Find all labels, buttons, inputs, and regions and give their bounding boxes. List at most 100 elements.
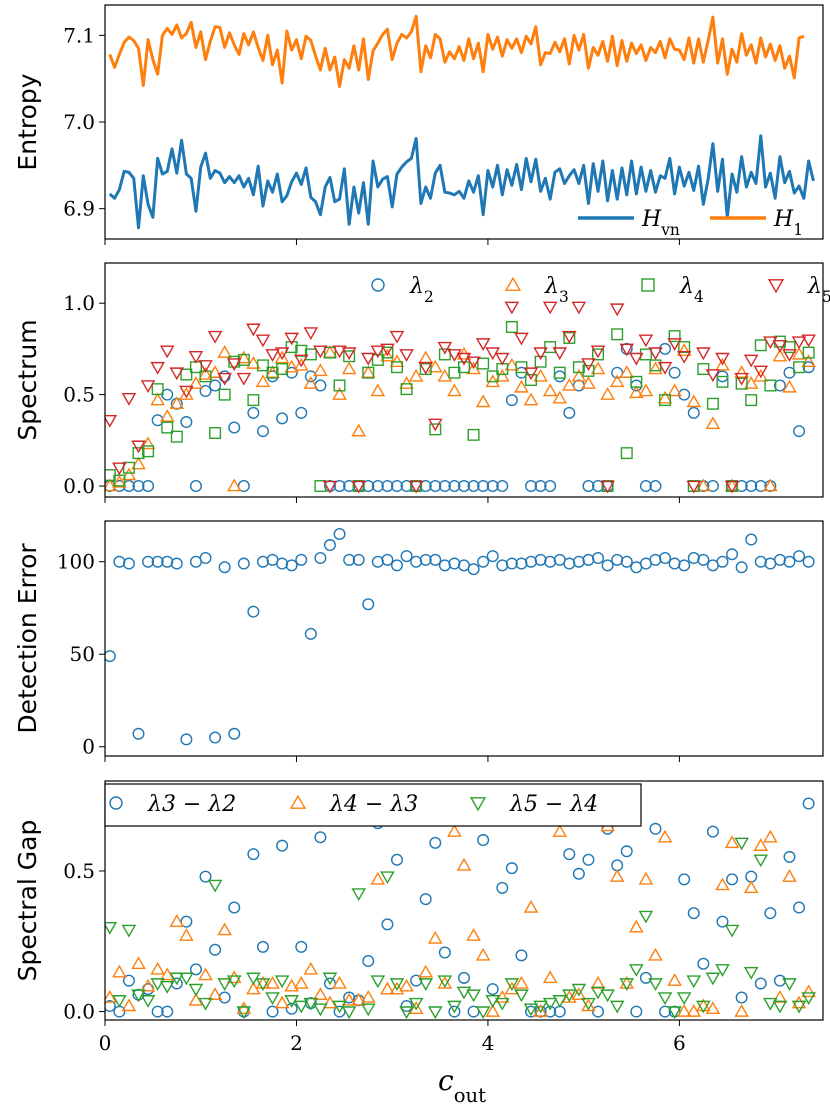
data-point: [705, 416, 721, 430]
data-point: [572, 555, 585, 568]
data-point: [313, 1003, 328, 1017]
data-point: [638, 334, 654, 348]
legend-label: H1: [773, 207, 803, 239]
data-point: [715, 964, 730, 977]
data-point: [697, 553, 710, 566]
data-point: [122, 974, 135, 987]
axes-frame: [104, 4, 824, 240]
data-point: [505, 320, 518, 333]
data-point: [112, 964, 127, 978]
data-point: [323, 539, 336, 552]
data-point: [475, 1006, 491, 1020]
data-point: [140, 436, 156, 450]
data-point: [764, 379, 777, 392]
data-point: [303, 327, 319, 340]
data-point: [801, 334, 816, 348]
data-point: [676, 343, 692, 357]
data-point: [544, 555, 557, 568]
data-point: [370, 871, 386, 885]
data-point: [458, 971, 471, 984]
data-point: [304, 348, 317, 361]
data-point: [207, 879, 223, 893]
data-point: [293, 975, 309, 989]
data-point: [592, 552, 605, 565]
data-point: [207, 987, 223, 1000]
data-point: [467, 480, 480, 493]
data-point: [207, 330, 223, 344]
data-point: [256, 555, 269, 568]
series-line-H_1: [108, 14, 805, 88]
data-point: [169, 914, 185, 927]
data-point: [179, 928, 194, 941]
data-point: [553, 366, 566, 379]
axes-frame: [104, 520, 824, 757]
x-axis-label-sub: out: [454, 1084, 486, 1107]
data-point: [246, 323, 261, 337]
data-point: [581, 376, 596, 389]
data-point: [198, 967, 213, 981]
data-point: [341, 361, 357, 375]
data-point: [256, 940, 269, 953]
data-point: [629, 385, 644, 399]
plot-area: [108, 14, 815, 230]
data-point: [592, 348, 605, 361]
data-point: [121, 393, 137, 406]
data-point: [676, 350, 692, 364]
data-point: [590, 986, 606, 1000]
data-point: [112, 462, 127, 476]
data-point: [256, 359, 269, 372]
data-point: [265, 349, 280, 362]
data-point: [170, 430, 183, 443]
data-point: [475, 947, 491, 961]
data-point: [351, 480, 366, 494]
data-point: [505, 394, 518, 407]
data-point: [793, 425, 806, 438]
data-point: [132, 447, 145, 460]
data-point: [276, 412, 289, 425]
data-point: [199, 870, 212, 883]
data-point: [360, 989, 376, 1003]
data-point: [159, 967, 175, 981]
data-point: [142, 555, 155, 568]
data-point: [782, 978, 797, 991]
data-point: [333, 527, 346, 540]
data-point: [601, 559, 614, 572]
data-point: [360, 365, 376, 378]
data-point: [226, 478, 242, 492]
data-point: [630, 1005, 643, 1018]
data-point: [113, 555, 126, 568]
data-point: [418, 964, 434, 978]
data-point: [293, 357, 309, 371]
data-point: [477, 480, 490, 493]
data-point: [611, 553, 624, 566]
data-point: [667, 338, 682, 351]
data-point: [150, 392, 165, 406]
data-point: [217, 345, 232, 358]
data-point: [209, 379, 222, 392]
data-point: [735, 377, 748, 390]
data-point: [351, 888, 366, 901]
data-point: [456, 352, 472, 366]
data-point: [266, 1005, 279, 1018]
data-point: [189, 963, 202, 976]
legend-label: λ4: [679, 274, 704, 306]
data-point: [745, 480, 758, 493]
data-point: [657, 361, 673, 375]
data-point: [582, 480, 595, 493]
legend-marker: [371, 278, 385, 292]
data-point: [285, 366, 298, 379]
data-point: [477, 834, 490, 847]
data-point: [619, 975, 635, 989]
data-point: [429, 423, 442, 436]
data-point: [295, 940, 308, 953]
data-point: [659, 552, 672, 565]
data-point: [351, 423, 366, 437]
data-point: [362, 598, 375, 611]
y-tick-label: 0: [82, 735, 95, 759]
data-point: [668, 366, 681, 379]
data-point: [667, 1006, 682, 1020]
data-point: [295, 406, 308, 419]
data-point: [447, 824, 462, 837]
data-point: [582, 364, 595, 377]
data-point: [745, 533, 758, 546]
